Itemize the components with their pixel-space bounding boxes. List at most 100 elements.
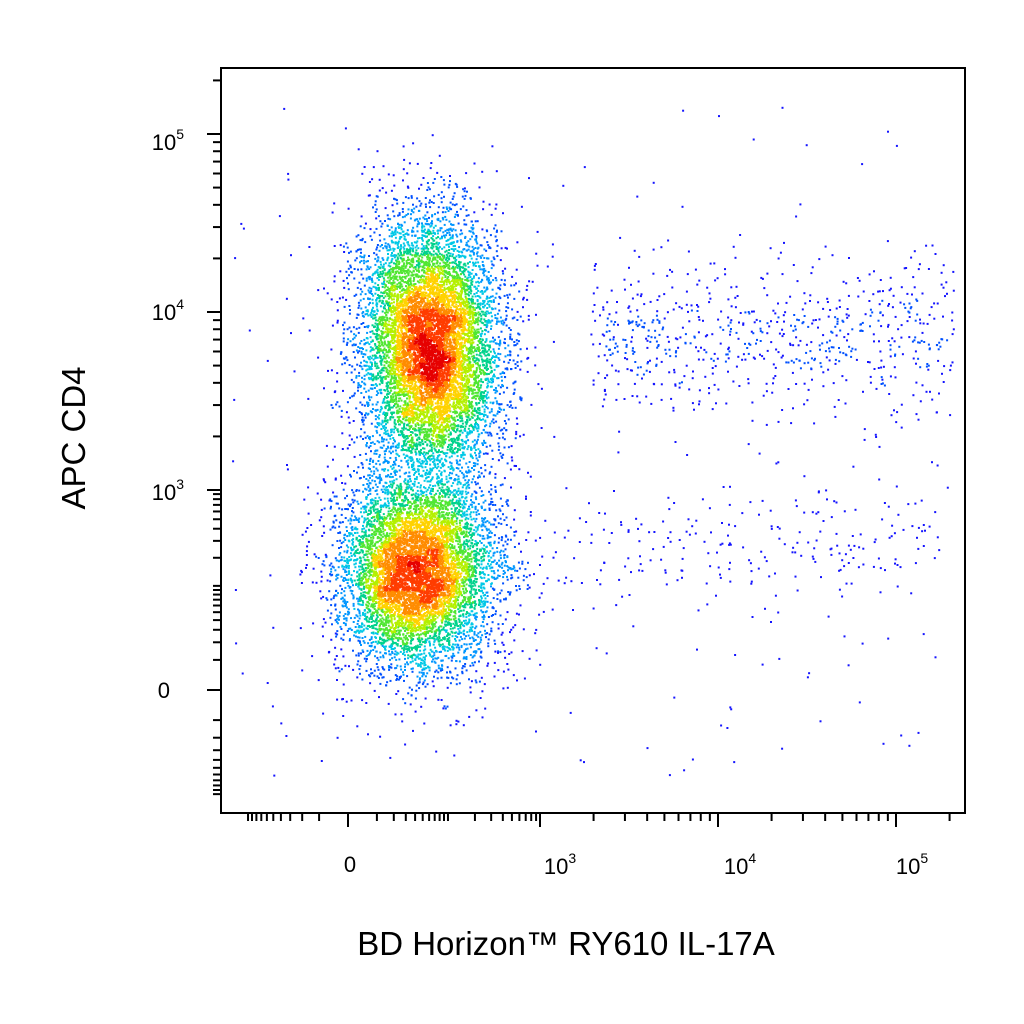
event-dot [495,250,498,253]
event-dot [358,383,361,386]
event-dot [356,363,359,366]
event-dot [473,439,476,442]
event-dot [364,293,367,296]
event-dot [383,357,386,360]
event-dot [461,254,464,257]
event-dot [487,344,490,347]
event-dot [380,423,383,426]
event-dot [363,284,366,287]
event-dot [393,428,396,431]
event-dot [390,406,393,409]
event-dot [467,313,470,316]
event-dot [418,209,421,212]
event-dot [468,424,471,427]
event-dot [407,412,410,415]
event-dot [451,285,454,288]
event-dot [416,390,419,393]
event-dot [357,234,360,237]
event-dot [425,205,427,208]
event-dot [394,227,397,230]
event-dot [479,327,482,330]
event-dot [453,262,456,265]
event-dot [455,451,458,454]
event-dot [438,274,441,277]
event-dot [451,405,454,408]
event-dot [462,400,465,403]
event-dot [395,353,398,356]
event-dot [456,455,459,458]
event-dot [465,282,468,285]
event-dot [376,309,379,312]
event-dot [481,330,484,333]
event-dot [345,242,348,245]
event-dot [393,197,395,200]
event-dot [441,438,444,441]
event-dot [372,358,375,361]
event-dot [445,234,448,237]
event-dot [415,384,418,387]
event-dot [475,454,477,457]
event-dot [333,275,336,278]
event-dot [396,307,399,310]
event-dot [512,359,515,362]
event-dot [474,451,476,454]
event-dot [424,411,427,414]
event-dot [459,336,462,339]
event-dot [419,265,422,268]
event-dot [513,297,516,300]
event-dot [346,328,349,331]
event-dot [473,293,476,295]
event-dot [441,211,444,214]
event-dot [367,194,370,197]
event-dot [393,248,396,251]
event-dot [399,356,402,359]
event-dot [398,407,401,410]
event-dot [434,429,437,432]
event-dot [372,465,375,468]
event-dot [480,280,483,283]
event-dot [468,230,471,233]
event-dot [499,353,502,356]
event-dot [379,239,382,242]
event-dot [460,409,463,412]
event-dot [452,248,455,251]
event-dot [374,335,377,338]
event-dot [458,413,461,415]
event-dot [339,244,342,247]
event-dot [388,269,391,272]
event-dot [416,280,419,283]
event-dot [462,389,465,392]
event-dot [497,302,500,305]
event-dot [414,377,417,380]
event-dot [476,459,479,462]
event-dot [347,282,349,285]
event-dot [413,480,416,483]
event-dot [485,338,488,341]
event-dot [421,250,424,253]
event-dot [450,280,453,283]
event-dot [462,255,465,258]
event-dot [358,350,361,353]
event-dot [471,405,474,408]
event-dot [412,230,415,233]
event-dot [454,275,457,278]
event-dot [516,422,519,425]
event-dot [414,309,417,312]
event-dot [378,434,381,437]
event-dot [439,229,442,232]
event-dot [401,318,404,321]
event-dot [408,484,411,487]
event-dot [440,268,443,271]
event-dot [446,407,449,410]
event-dot [341,432,344,435]
event-dot [453,452,456,455]
event-dot [470,400,473,403]
event-dot [383,450,386,453]
event-dot [507,296,509,299]
event-dot [482,369,485,372]
event-dot [375,347,378,350]
event-dot [428,216,430,219]
event-dot [404,266,407,269]
event-dot [497,365,500,368]
